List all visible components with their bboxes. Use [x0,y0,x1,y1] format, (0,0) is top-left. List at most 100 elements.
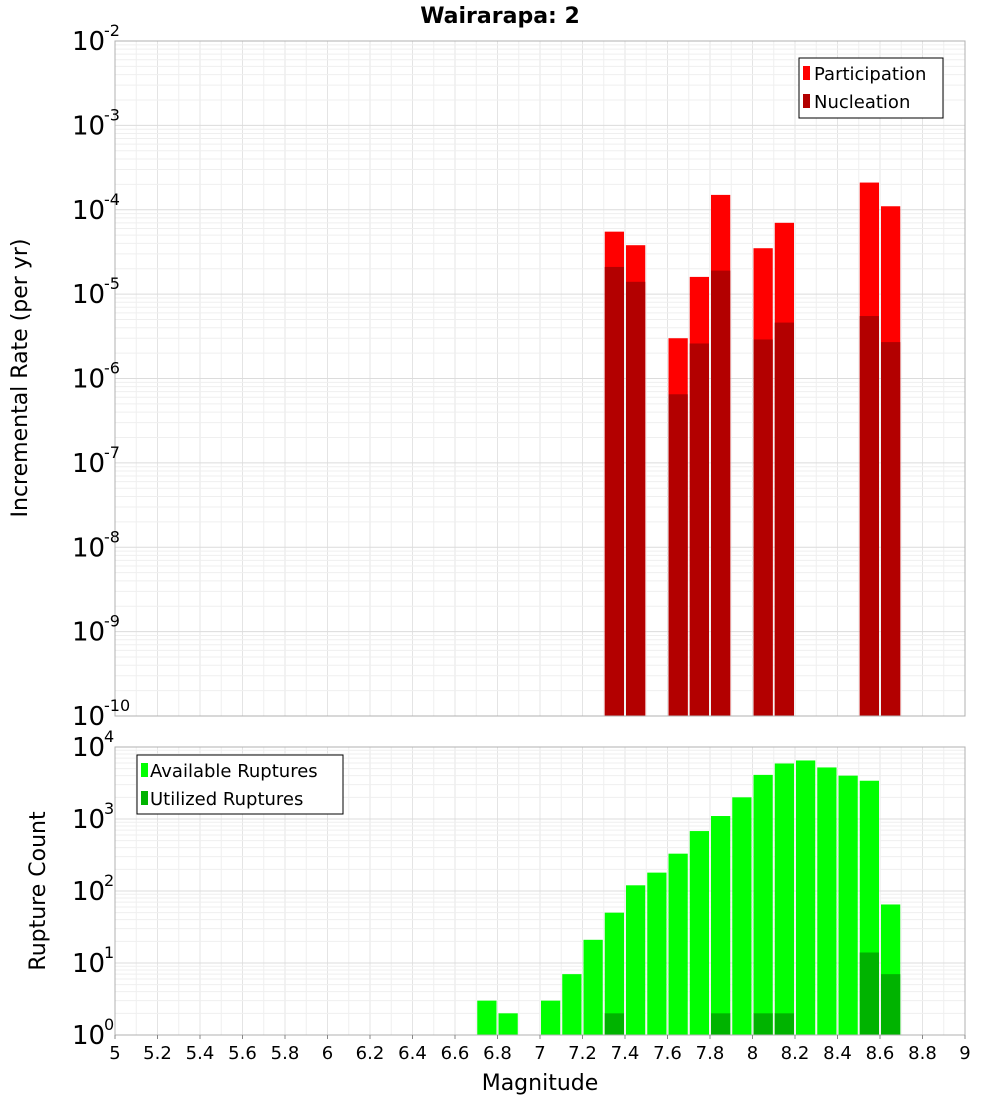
legend-swatch-participation [803,66,810,80]
bar-available-ruptures [796,760,816,1035]
x-tick-label: 8.8 [908,1043,937,1064]
top-bars [604,182,901,717]
y-tick-base: 10 [72,949,105,979]
bottom-legend: Available Ruptures Utilized Ruptures [136,754,344,815]
bar-nucleation [881,342,901,716]
y-tick-label: 10-3 [72,105,120,141]
x-tick-label: 5.8 [271,1043,300,1064]
x-tick-label: 8.2 [781,1043,810,1064]
top-grid [114,41,966,717]
bar-available-ruptures [604,912,624,1035]
y-tick-exponent: -2 [104,21,120,40]
y-tick-label: 101 [72,943,114,979]
bar-available-ruptures [541,1000,561,1035]
y-tick-exponent: -3 [104,105,120,124]
bar-utilized-ruptures [753,1013,773,1035]
y-tick-label: 104 [72,727,114,763]
x-tick-label: 8.4 [823,1043,852,1064]
x-tick-label: 5 [109,1043,120,1064]
bar-available-ruptures [838,775,858,1035]
bar-nucleation [774,322,794,716]
bar-utilized-ruptures [774,1013,794,1035]
bottom-legend-box [136,754,344,815]
bar-available-ruptures [817,767,837,1035]
bar-nucleation [689,343,709,716]
y-tick-base: 10 [72,196,105,226]
y-tick-label: 100 [72,1015,114,1051]
y-tick-base: 10 [72,111,105,141]
x-tick-label: 5.6 [228,1043,257,1064]
bar-available-ruptures [668,853,688,1035]
bar-nucleation [859,316,879,716]
bar-available-ruptures [583,939,603,1035]
legend-label-nucleation: Nucleation [814,92,910,113]
bar-nucleation [711,270,731,716]
x-tick-label: 7 [534,1043,545,1064]
x-tick-label: 7.2 [568,1043,597,1064]
top-legend-box [798,57,944,119]
chart-title: Wairarapa: 2 [420,4,580,29]
y-tick-base: 10 [72,1021,105,1051]
y-tick-base: 10 [72,733,105,763]
y-tick-exponent: -7 [104,443,120,462]
bar-available-ruptures [477,1000,497,1035]
bar-nucleation [668,394,688,716]
bottom-bars [477,760,901,1035]
bar-utilized-ruptures [859,952,879,1035]
y-tick-exponent: -6 [104,359,120,378]
x-tick-label: 7.8 [696,1043,725,1064]
y-tick-base: 10 [72,877,105,907]
x-tick-label: 8 [747,1043,758,1064]
bar-available-ruptures [498,1013,518,1035]
y-tick-base: 10 [72,702,105,732]
bar-available-ruptures [711,816,731,1035]
legend-swatch-utilized [141,791,148,805]
legend-label-utilized: Utilized Ruptures [150,789,303,810]
x-tick-label: 6.8 [483,1043,512,1064]
x-axis-label: Magnitude [482,1071,599,1096]
x-tick-label: 7.6 [653,1043,682,1064]
x-tick-label: 5.2 [143,1043,172,1064]
legend-swatch-available [141,763,148,777]
y-tick-label: 10-5 [72,274,120,310]
y-tick-base: 10 [72,805,105,835]
x-tick-label: 9 [959,1043,970,1064]
y-tick-exponent: -10 [104,696,130,715]
y-tick-label: 10-10 [72,696,130,732]
bar-nucleation [604,266,624,716]
y-tick-exponent: -5 [104,274,120,293]
legend-swatch-nucleation [803,94,810,108]
y-tick-exponent: -8 [104,527,120,546]
x-tick-label: 6.6 [441,1043,470,1064]
y-tick-exponent: 1 [104,943,114,962]
y-tick-label: 10-7 [72,443,120,479]
bar-utilized-ruptures [711,1013,731,1035]
x-tick-label: 7.4 [611,1043,640,1064]
x-tick-label: 6 [322,1043,333,1064]
bar-available-ruptures [774,763,794,1035]
bar-available-ruptures [647,872,667,1035]
y-tick-exponent: 4 [104,727,114,746]
bar-available-ruptures [689,831,709,1035]
y-tick-label: 10-9 [72,612,120,648]
x-tick-label: 5.4 [186,1043,215,1064]
x-tick-label: 6.2 [356,1043,385,1064]
y-tick-exponent: -4 [104,190,120,209]
y-tick-base: 10 [72,449,105,479]
y-tick-exponent: 2 [104,871,114,890]
bar-available-ruptures [626,885,646,1035]
bar-utilized-ruptures [881,974,901,1035]
legend-label-available: Available Ruptures [150,761,318,782]
y-tick-base: 10 [72,27,105,57]
x-tick-label: 8.6 [866,1043,895,1064]
y-tick-exponent: 3 [104,799,114,818]
y-tick-label: 103 [72,799,114,835]
y-tick-exponent: 0 [104,1015,114,1034]
y-tick-base: 10 [72,365,105,395]
y-tick-label: 10-2 [72,21,120,57]
